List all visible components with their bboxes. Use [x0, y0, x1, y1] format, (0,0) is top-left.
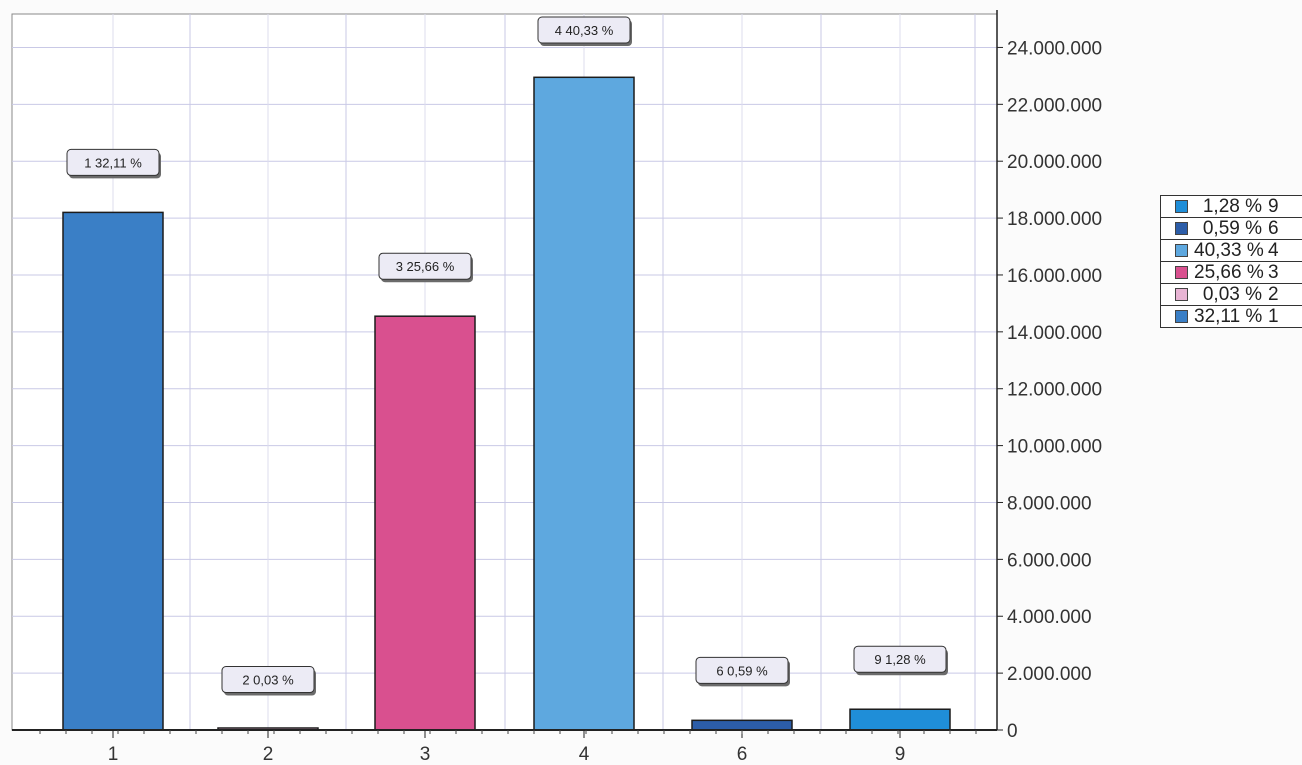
data-label-box: [853, 645, 947, 673]
data-label-9: 9 1,28 %: [853, 645, 948, 676]
legend-swatch: [1175, 310, 1188, 323]
data-label-6: 6 0,59 %: [695, 656, 790, 687]
data-label-text: 3 25,66 %: [396, 259, 455, 274]
x-tick-label: 6: [737, 744, 748, 765]
legend-item-9: 1,28 % 9: [1161, 196, 1302, 218]
x-tick-label: 2: [263, 744, 274, 765]
y-tick-label: 20.000.000: [1007, 152, 1102, 173]
legend-item-2: 0,03 % 2: [1161, 284, 1302, 306]
y-tick-label: 0: [1007, 721, 1018, 742]
data-label-box: [221, 666, 315, 694]
legend-swatch: [1175, 222, 1188, 235]
data-label-box: [66, 148, 160, 176]
bar-1: [62, 211, 164, 731]
data-label-text: 2 0,03 %: [242, 673, 294, 688]
x-tick-label: 3: [420, 744, 431, 765]
y-tick-label: 18.000.000: [1007, 209, 1102, 230]
y-tick-label: 14.000.000: [1007, 323, 1102, 344]
y-tick-label: 22.000.000: [1007, 95, 1102, 116]
legend-percentage: 1,28 %: [1202, 195, 1262, 217]
bar-6: [691, 719, 793, 731]
data-label-4: 4 40,33 %: [537, 16, 632, 46]
data-label-2: 2 0,03 %: [221, 666, 316, 696]
x-tick-label: 9: [895, 744, 906, 765]
y-tick-label: 4.000.000: [1007, 607, 1092, 628]
legend-percentage: 0,59 %: [1202, 217, 1262, 239]
legend-category: 1: [1268, 305, 1279, 327]
bar-3: [374, 315, 476, 731]
x-tick-label: 1: [108, 744, 119, 765]
legend-swatch: [1175, 266, 1188, 279]
legend-swatch: [1175, 200, 1188, 213]
legend-category: 3: [1268, 261, 1279, 283]
data-label-box: [537, 16, 631, 44]
legend-swatch: [1175, 288, 1188, 301]
data-label-3: 3 25,66 %: [378, 252, 473, 283]
legend-item-3: 25,66 % 3: [1161, 262, 1302, 284]
legend-item-4: 40,33 % 4: [1161, 240, 1302, 262]
x-tick-label: 4: [579, 744, 590, 765]
y-tick-label: 10.000.000: [1007, 437, 1102, 458]
data-label-1: 1 32,11 %: [66, 148, 161, 179]
legend-category: 6: [1268, 217, 1279, 239]
chart-legend: 1,28 % 9 0,59 % 6 40,33 % 4 25,66 % 3 0,03 % 2 32,…: [1160, 195, 1302, 328]
legend-category: 2: [1268, 283, 1279, 305]
legend-percentage: 40,33 %: [1194, 239, 1264, 261]
legend-category: 9: [1268, 195, 1279, 217]
bar-9: [849, 708, 951, 731]
y-tick-label: 16.000.000: [1007, 266, 1102, 287]
data-label-text: 4 40,33 %: [555, 23, 614, 38]
legend-swatch: [1175, 244, 1188, 257]
legend-category: 4: [1268, 239, 1279, 261]
legend-percentage: 32,11 %: [1194, 305, 1263, 327]
y-tick-label: 6.000.000: [1007, 550, 1092, 571]
y-tick-label: 24.000.000: [1007, 38, 1102, 59]
y-tick-label: 12.000.000: [1007, 380, 1102, 401]
data-label-box: [378, 252, 472, 280]
data-label-text: 9 1,28 %: [874, 652, 926, 667]
y-tick-label: 8.000.000: [1007, 493, 1092, 514]
legend-item-6: 0,59 % 6: [1161, 218, 1302, 240]
y-tick-label: 2.000.000: [1007, 664, 1092, 685]
data-label-box: [695, 656, 789, 684]
data-label-text: 1 32,11 %: [84, 155, 142, 170]
bar-4: [533, 76, 635, 731]
legend-percentage: 0,03 %: [1202, 283, 1262, 305]
data-label-text: 6 0,59 %: [716, 663, 768, 678]
legend-percentage: 25,66 %: [1194, 261, 1264, 283]
legend-item-1: 32,11 % 1: [1161, 306, 1302, 327]
